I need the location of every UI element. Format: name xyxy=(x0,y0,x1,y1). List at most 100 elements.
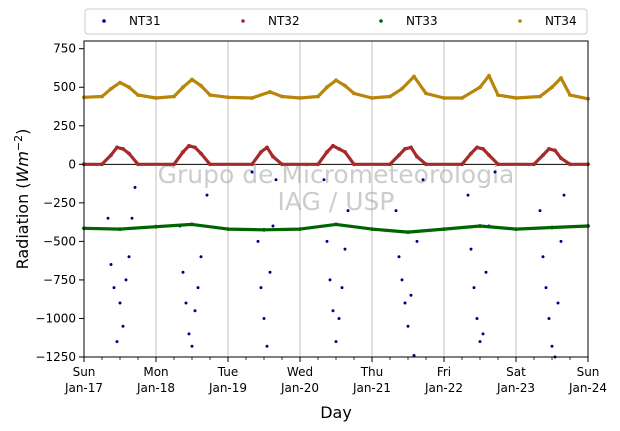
y-tick-label-3: −500 xyxy=(43,234,76,248)
point-NT31-33 xyxy=(322,178,326,182)
point-NT31-31 xyxy=(274,178,278,182)
point-NT32-23 xyxy=(352,162,356,167)
y-tick-label-8: 750 xyxy=(53,42,76,56)
series-layer xyxy=(82,73,590,359)
point-NT33-5 xyxy=(262,227,266,232)
point-NT34-31 xyxy=(496,93,500,97)
point-NT34-15 xyxy=(280,94,284,99)
point-NT33-12 xyxy=(514,227,518,232)
point-NT34-13 xyxy=(250,96,254,100)
point-NT31-10 xyxy=(133,185,137,189)
point-NT34-2 xyxy=(109,86,113,91)
point-NT31-22 xyxy=(205,193,209,197)
plot-background xyxy=(84,41,588,357)
point-NT32-13 xyxy=(250,162,254,167)
point-NT31-57 xyxy=(478,340,482,344)
point-NT31-37 xyxy=(334,340,338,344)
point-NT31-6 xyxy=(121,324,125,328)
series-NT33 xyxy=(82,222,590,235)
point-NT31-15 xyxy=(184,301,188,305)
series-line-NT34 xyxy=(82,74,590,101)
legend-box xyxy=(84,8,588,35)
x-tick-date-4: Jan-21 xyxy=(352,381,391,395)
series-NT32 xyxy=(82,143,590,167)
point-NT32-18 xyxy=(316,162,320,167)
point-NT32-3 xyxy=(115,145,119,150)
point-NT34-21 xyxy=(352,91,356,96)
point-NT31-46 xyxy=(400,278,404,282)
point-NT34-25 xyxy=(412,74,416,79)
point-NT33-3 xyxy=(190,222,194,227)
point-NT34-29 xyxy=(478,85,482,90)
y-tick-label-1: −1000 xyxy=(35,311,76,325)
point-NT33-11 xyxy=(478,224,482,228)
point-NT33-1 xyxy=(118,227,122,232)
point-NT31-20 xyxy=(199,255,203,259)
point-NT33-4 xyxy=(226,227,230,232)
y-tick-label-0: −1250 xyxy=(35,350,76,364)
point-NT31-41 xyxy=(346,209,350,213)
point-NT31-67 xyxy=(550,344,554,348)
y-tick-label-5: 0 xyxy=(68,157,76,171)
point-NT31-40 xyxy=(343,247,347,251)
x-tick-date-6: Jan-23 xyxy=(496,381,535,395)
point-NT32-5 xyxy=(127,151,131,156)
y-tick-label-6: 250 xyxy=(53,119,76,133)
point-NT34-24 xyxy=(400,86,404,91)
point-NT31-2 xyxy=(109,263,113,266)
point-NT31-36 xyxy=(331,309,335,313)
point-NT32-31 xyxy=(469,151,473,156)
point-NT31-63 xyxy=(538,209,542,213)
legend-label-NT31: NT31 xyxy=(129,14,161,28)
point-NT34-6 xyxy=(154,96,158,100)
x-axis: Sun Jan-17 Mon Jan-18 Tue Jan-19 Wed Jan-20 Thu J… xyxy=(64,357,607,395)
point-NT34-19 xyxy=(334,78,338,83)
legend: NT31 NT32 NT33 NT34 xyxy=(84,8,588,35)
legend-marker-NT34 xyxy=(518,19,522,23)
point-NT34-14 xyxy=(268,90,272,94)
point-NT31-45 xyxy=(397,255,401,259)
point-NT34-27 xyxy=(442,96,446,100)
point-NT32-17 xyxy=(280,162,284,167)
point-NT31-25 xyxy=(256,239,260,243)
point-NT31-16 xyxy=(187,332,191,336)
point-NT33-7 xyxy=(334,222,338,227)
x-tick-weekday-7: Sun xyxy=(577,365,600,379)
x-tick-weekday-0: Sun xyxy=(73,365,96,379)
point-NT34-20 xyxy=(343,83,347,88)
point-NT33-10 xyxy=(442,227,446,232)
grid-lines xyxy=(155,41,517,357)
point-NT34-1 xyxy=(100,94,104,99)
point-NT31-49 xyxy=(409,293,413,297)
point-NT32-41 xyxy=(568,162,572,167)
x-tick-date-3: Jan-20 xyxy=(280,381,319,395)
point-NT32-30 xyxy=(460,162,464,167)
x-tick-date-0: Jan-17 xyxy=(64,381,103,395)
y-axis-title: Radiation (Wm−2) xyxy=(12,129,32,270)
x-tick-date-5: Jan-22 xyxy=(424,381,463,395)
point-NT34-17 xyxy=(316,94,320,99)
point-NT33-9 xyxy=(406,230,410,235)
x-tick-weekday-4: Thu xyxy=(360,365,384,379)
y-axis-title-unit: Wm xyxy=(13,151,32,182)
point-NT32-33 xyxy=(481,147,485,151)
legend-label-NT32: NT32 xyxy=(268,14,300,28)
point-NT31-34 xyxy=(325,239,329,243)
point-NT31-38 xyxy=(337,317,341,320)
point-NT32-12 xyxy=(208,162,212,167)
point-NT31-7 xyxy=(124,278,128,282)
point-NT32-6 xyxy=(136,162,140,167)
point-NT32-10 xyxy=(193,145,197,150)
point-NT34-7 xyxy=(172,94,176,99)
x-tick-date-1: Jan-18 xyxy=(136,381,175,395)
x-tick-date-2: Jan-19 xyxy=(208,381,247,395)
point-NT31-69 xyxy=(556,301,560,305)
point-NT31-51 xyxy=(415,239,419,243)
y-axis-title-close: ) xyxy=(13,129,32,135)
watermark-line-1: IAG / USP xyxy=(278,187,395,216)
point-NT31-1 xyxy=(106,216,110,220)
point-NT32-1 xyxy=(100,162,104,167)
point-NT34-22 xyxy=(370,96,374,100)
point-NT32-29 xyxy=(424,162,428,167)
point-NT34-4 xyxy=(127,85,131,90)
